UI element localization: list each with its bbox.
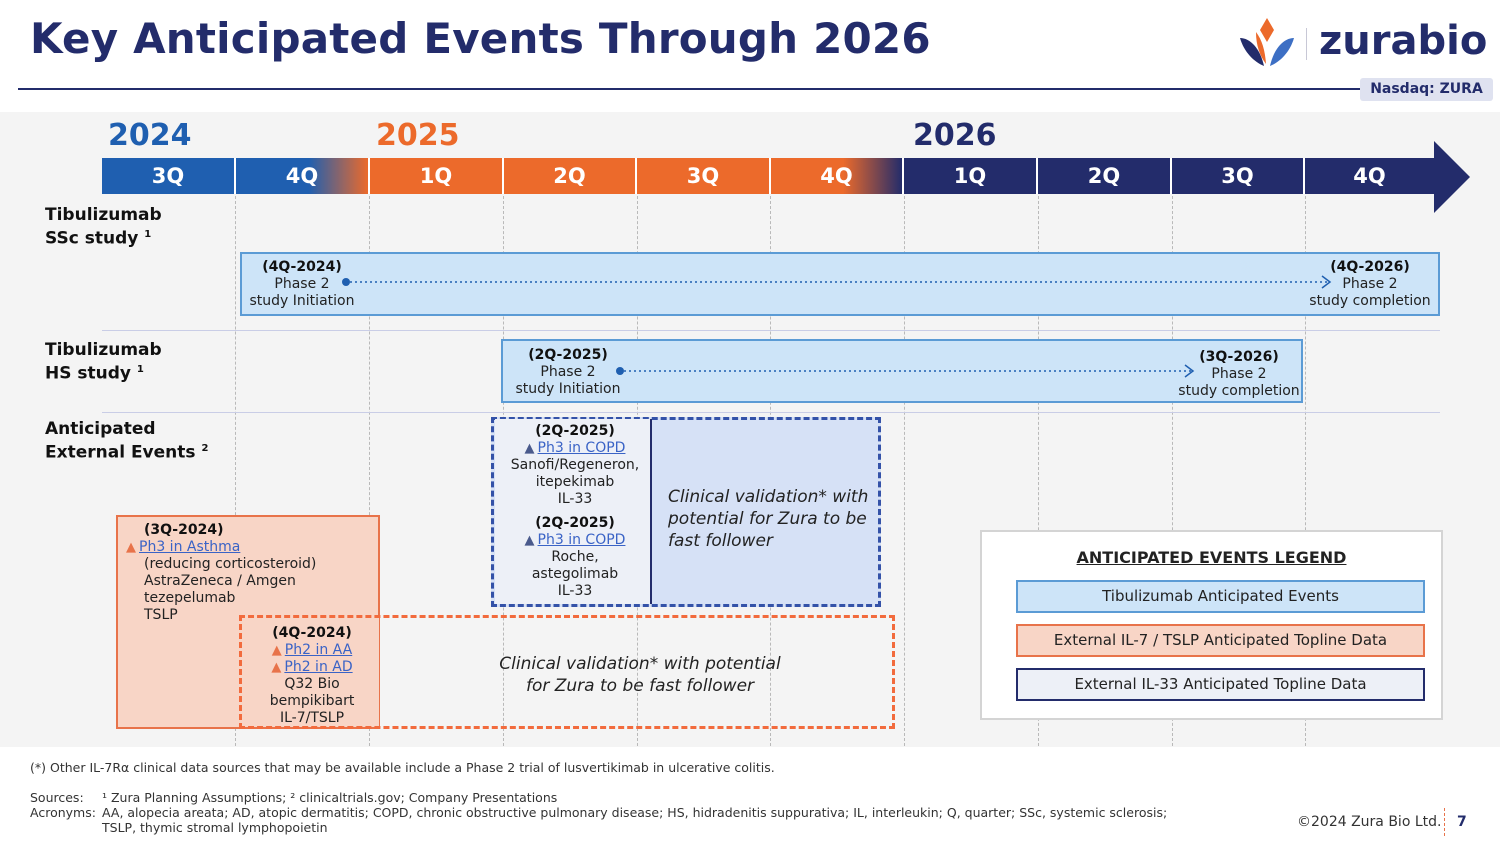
ph3-copd-link[interactable]: Ph3 in COPD [537,440,626,456]
quarter-gridline [1038,196,1039,746]
quarter-2024-4q: 4Q [236,158,370,194]
year-label-2024: 2024 [108,118,192,153]
il33-event-itepekimab: (2Q-2025) ▲ Ph3 in COPD Sanofi/Regeneron,… [510,423,640,507]
legend-title: ANTICIPATED EVENTS LEGEND [1076,548,1347,567]
row-label-ssc: Tibulizumab SSc study 1 [45,205,162,249]
logo-wordmark: zurabio [1319,18,1488,64]
company-logo: zurabio [1236,16,1488,70]
tslp-event-tezepelumab: (3Q-2024) ▲ Ph3 in Asthma (reducing corti… [126,522,317,623]
il33-events-list [495,419,652,604]
ticker-badge: Nasdaq: ZURA [1360,78,1493,101]
quarter-2025-4q: 4Q [771,158,904,194]
ph3-asthma-link[interactable]: Ph3 in Asthma [139,539,241,555]
hs-connector-arrow [616,364,1195,378]
acronyms-label: Acronyms: [30,805,96,820]
quarter-2026-4q: 4Q [1305,158,1434,194]
il7-event-box [243,618,379,726]
triangle-marker-icon: ▲ [524,533,535,548]
row-label-external: Anticipated External Events 2 [45,419,209,463]
quarter-2024-3q: 3Q [102,158,236,194]
legend-item-il7-tslp: External IL-7 / TSLP Anticipated Topline… [1016,624,1425,657]
hs-start-event: (2Q-2025) Phase 2 study Initiation [515,347,621,397]
sources-text: ¹ Zura Planning Assumptions; ² clinicalt… [102,790,558,805]
timeline-arrowhead [1434,141,1470,213]
footnote: (*) Other IL-7Rα clinical data sources t… [30,760,775,775]
il7-validation-note: Clinical validation* with potential for … [499,654,781,696]
sources-label: Sources: [30,790,84,805]
legend-item-il33: External IL-33 Anticipated Topline Data [1016,668,1425,701]
il7-events-dashed-box [239,615,895,729]
quarter-2025-2q: 2Q [504,158,637,194]
row-separator [102,330,1440,331]
row-label-hs: Tibulizumab HS study 1 [45,340,162,384]
il33-event-astegolimab: (2Q-2025) ▲ Ph3 in COPD Roche, astegolima… [524,515,626,599]
ph2-aa-link[interactable]: Ph2 in AA [284,642,353,658]
ssc-study-bar [240,252,1440,316]
quarter-gridline [1172,196,1173,746]
quarter-gridline [235,196,236,746]
page-title: Key Anticipated Events Through 2026 [30,14,931,63]
ssc-connector-arrow [342,275,1332,289]
header-divider [18,88,1360,90]
triangle-marker-icon: ▲ [524,441,535,456]
row-separator [102,412,1440,413]
quarter-gridline [1305,196,1306,746]
il33-validation-note: Clinical validation* with potential for … [668,487,869,551]
quarter-2026-3q: 3Q [1172,158,1305,194]
page-separator [1444,808,1445,836]
quarter-2025-3q: 3Q [637,158,771,194]
legend-item-tibulizumab: Tibulizumab Anticipated Events [1016,580,1425,613]
ph3-copd-link[interactable]: Ph3 in COPD [537,532,626,548]
quarter-timeline: 3Q 4Q 1Q 2Q 3Q 4Q 1Q 2Q 3Q 4Q [102,158,1434,194]
quarter-2025-1q: 1Q [370,158,504,194]
il7-event-bempikibart: (4Q-2024) ▲ Ph2 in AA ▲ Ph2 in AD Q32 Bio … [269,625,355,726]
triangle-marker-icon: ▲ [271,660,282,675]
copyright: ©2024 Zura Bio Ltd. [1297,814,1442,830]
quarter-2026-1q: 1Q [904,158,1038,194]
quarter-gridline [904,196,905,746]
events-legend: ANTICIPATED EVENTS LEGEND Tibulizumab An… [980,530,1443,720]
page-number: 7 [1457,814,1467,830]
triangle-marker-icon: ▲ [271,643,282,658]
quarter-2026-2q: 2Q [1038,158,1172,194]
ssc-start-event: (4Q-2024) Phase 2 study Initiation [249,259,355,309]
year-label-2026: 2026 [913,118,997,153]
zurabio-logo-icon [1240,18,1294,66]
triangle-marker-icon: ▲ [126,540,136,555]
ph2-ad-link[interactable]: Ph2 in AD [284,659,353,675]
year-label-2025: 2025 [376,118,460,153]
acronyms-text: AA, alopecia areata; AD, atopic dermatit… [102,805,1168,835]
ssc-end-event: (4Q-2026) Phase 2 study completion [1309,259,1431,309]
hs-end-event: (3Q-2026) Phase 2 study completion [1178,349,1300,399]
quarter-gridline [369,196,370,746]
